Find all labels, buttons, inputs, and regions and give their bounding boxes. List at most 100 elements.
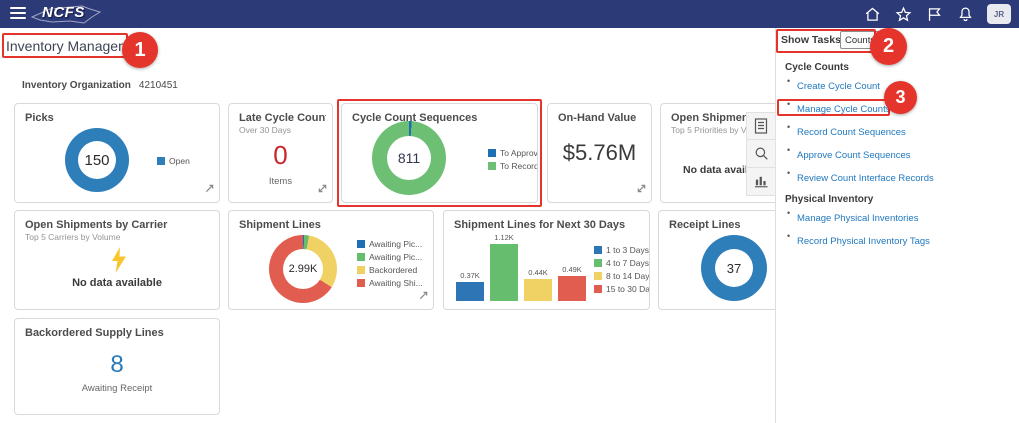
bar-15-to-30-days[interactable]: 0.49K xyxy=(558,265,586,301)
task-section-title: Physical Inventory xyxy=(785,194,874,205)
annotation-step-2: 2 xyxy=(870,28,907,65)
legend-item: Backordered xyxy=(357,265,431,275)
picks-donut-chart[interactable]: 150 xyxy=(65,128,129,192)
legend-swatch xyxy=(357,240,365,248)
task-link-item: Review Count Interface Records xyxy=(787,168,1019,186)
legend-label: 4 to 7 Days xyxy=(606,258,649,268)
bar-8-to-14-days[interactable]: 0.44K xyxy=(524,268,552,301)
legend-swatch xyxy=(357,266,365,274)
card-receipt-lines[interactable]: Receipt Lines 37 xyxy=(658,210,775,310)
show-tasks-select-value: Counts xyxy=(845,34,876,46)
document-icon[interactable] xyxy=(746,112,776,140)
task-link-item: Manage Physical Inventories xyxy=(787,208,1019,226)
logo-text: NCFS xyxy=(42,4,85,21)
link-record-count-sequences[interactable]: Record Count Sequences xyxy=(797,127,906,138)
card-subtitle: Top 5 Carriers by Volume xyxy=(25,232,121,242)
annotation-step-3: 3 xyxy=(884,81,917,114)
legend-item: 4 to 7 Days xyxy=(594,258,649,268)
legend-swatch xyxy=(357,279,365,287)
legend-label: Open xyxy=(169,156,190,166)
bell-icon[interactable] xyxy=(956,5,974,23)
card-title: Cycle Count Sequences xyxy=(352,112,478,124)
expand-icon[interactable] xyxy=(637,180,646,198)
legend-label: Awaiting Pic... xyxy=(369,239,423,249)
card-cycle-count-sequences[interactable]: Cycle Count Sequences 811 To Approve To … xyxy=(341,103,538,203)
expand-icon[interactable] xyxy=(419,287,428,305)
legend-swatch xyxy=(594,285,602,293)
shipment-lines-value: 2.99K xyxy=(288,263,318,275)
nc-state-outline-icon xyxy=(30,5,102,24)
legend-label: To Record xyxy=(500,161,538,171)
search-icon[interactable] xyxy=(746,140,776,168)
home-icon[interactable] xyxy=(863,5,881,23)
bar-chart-icon[interactable] xyxy=(746,168,776,196)
card-late-cycle-counts[interactable]: Late Cycle Counts Over 30 Days 0 Items xyxy=(228,103,333,203)
bar-value-label: 0.44K xyxy=(528,268,548,277)
legend-item: Open xyxy=(157,156,217,166)
legend-swatch xyxy=(594,259,602,267)
task-link-item: Create Cycle Count xyxy=(787,76,1019,94)
card-subtitle: Top 5 Priorities by Volume xyxy=(671,125,770,135)
bar-1-to-3-days[interactable]: 0.37K xyxy=(456,271,484,301)
ncfs-logo[interactable]: NCFS xyxy=(30,1,104,27)
annotation-step-1: 1 xyxy=(122,32,158,68)
late-cycle-counts-value: 0 xyxy=(273,140,288,170)
legend-label: Backordered xyxy=(369,265,418,275)
card-title: Open Shipments by Priority xyxy=(671,112,769,124)
legend-swatch xyxy=(594,272,602,280)
legend-swatch xyxy=(594,246,602,254)
cycle-count-sequences-value: 811 xyxy=(397,150,421,166)
inventory-organization-value: 4210451 xyxy=(138,80,178,91)
shipment-lines-donut-chart[interactable]: 2.99K xyxy=(269,235,337,303)
link-record-physical-inventory-tags[interactable]: Record Physical Inventory Tags xyxy=(797,236,930,247)
receipt-lines-value: 37 xyxy=(726,260,742,276)
flag-icon[interactable] xyxy=(925,5,943,23)
card-shipment-lines-next-30-days[interactable]: Shipment Lines for Next 30 Days 0.37K 1.… xyxy=(443,210,650,310)
link-manage-cycle-counts[interactable]: Manage Cycle Counts xyxy=(797,104,891,115)
expand-icon[interactable] xyxy=(205,180,214,198)
hamburger-menu-icon[interactable] xyxy=(10,7,26,20)
legend-item: To Record xyxy=(488,161,538,171)
late-cycle-counts-unit: Items xyxy=(268,176,293,187)
legend-swatch xyxy=(488,149,496,157)
link-review-count-interface-records[interactable]: Review Count Interface Records xyxy=(797,173,934,184)
panel-drawer-toolbar xyxy=(746,112,776,196)
cycle-count-sequences-donut-chart[interactable]: 811 xyxy=(372,121,446,195)
card-title: Picks xyxy=(25,112,54,124)
legend-item: To Approve xyxy=(488,148,537,158)
cycle-count-sequences-legend: To Approve To Record xyxy=(488,148,538,171)
picks-value: 150 xyxy=(84,151,110,169)
card-open-shipments-by-carrier[interactable]: Open Shipments by Carrier Top 5 Carriers… xyxy=(14,210,220,310)
backordered-supply-lines-value: 8 xyxy=(110,351,124,378)
card-title: Shipment Lines xyxy=(239,219,321,231)
star-icon[interactable] xyxy=(894,5,912,23)
task-link-item: Record Physical Inventory Tags xyxy=(787,231,1019,249)
link-manage-physical-inventories[interactable]: Manage Physical Inventories xyxy=(797,213,919,224)
legend-item: 15 to 30 Days xyxy=(594,284,650,294)
legend-item: Awaiting Pic... xyxy=(357,252,431,262)
inventory-organization: Inventory Organization 4210451 xyxy=(22,80,178,91)
card-on-hand-value[interactable]: On-Hand Value $5.76M xyxy=(547,103,652,203)
bar-value-label: 0.37K xyxy=(460,271,480,280)
card-title: Backordered Supply Lines xyxy=(25,327,164,339)
link-create-cycle-count[interactable]: Create Cycle Count xyxy=(797,81,880,92)
legend-label: Awaiting Pic... xyxy=(369,252,423,262)
card-shipment-lines[interactable]: Shipment Lines 2.99K Awaiting Pic... Awa… xyxy=(228,210,434,310)
inventory-organization-label: Inventory Organization xyxy=(22,80,131,91)
task-link-item: Approve Count Sequences xyxy=(787,145,1019,163)
no-data-text: No data available xyxy=(72,277,162,289)
expand-icon[interactable] xyxy=(318,180,327,198)
legend-label: 15 to 30 Days xyxy=(606,284,650,294)
receipt-lines-donut-chart[interactable]: 37 xyxy=(701,235,767,301)
user-avatar[interactable]: JR xyxy=(987,4,1011,24)
card-title: On-Hand Value xyxy=(558,112,637,124)
task-link-item: Record Count Sequences xyxy=(787,122,1019,140)
cycle-counts-links: Create Cycle Count Manage Cycle Counts R… xyxy=(787,76,1019,186)
link-approve-count-sequences[interactable]: Approve Count Sequences xyxy=(797,150,911,161)
bar-4-to-7-days[interactable]: 1.12K xyxy=(490,233,518,301)
card-title: Open Shipments by Carrier xyxy=(25,219,168,231)
lightning-bolt-icon xyxy=(112,247,126,273)
card-backordered-supply-lines[interactable]: Backordered Supply Lines 8 Awaiting Rece… xyxy=(14,318,220,415)
legend-swatch xyxy=(357,253,365,261)
card-picks[interactable]: Picks 150 Open xyxy=(14,103,220,203)
